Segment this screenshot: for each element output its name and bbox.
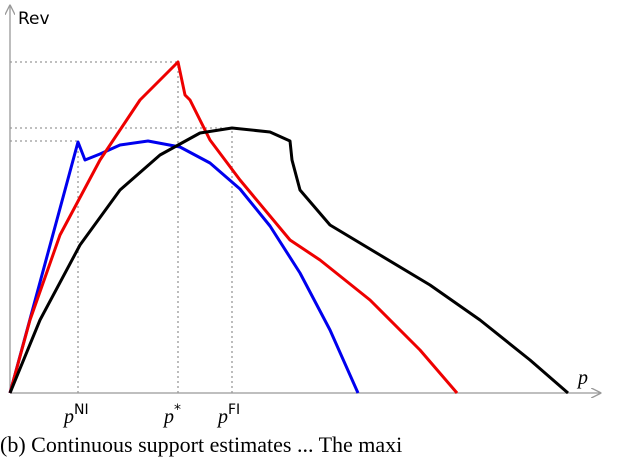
x-annotation: pNI xyxy=(62,402,89,428)
x-annotation-sup: * xyxy=(174,402,181,418)
series-line xyxy=(8,60,459,394)
series-line xyxy=(8,139,360,394)
y-label: Rev xyxy=(18,9,50,29)
x-annotation-sup: FI xyxy=(228,402,240,418)
series-line xyxy=(8,126,569,395)
x-annotation-base: p xyxy=(216,406,228,428)
x-annotation-base: p xyxy=(62,406,74,428)
x-label: p xyxy=(576,367,588,389)
x-annotation: pFI xyxy=(216,402,240,428)
x-annotation-base: p xyxy=(162,406,174,428)
caption: (b) Continuous support estimates ... The… xyxy=(0,432,402,457)
x-annotation: p* xyxy=(162,402,181,428)
x-annotation-sup: NI xyxy=(74,402,89,418)
